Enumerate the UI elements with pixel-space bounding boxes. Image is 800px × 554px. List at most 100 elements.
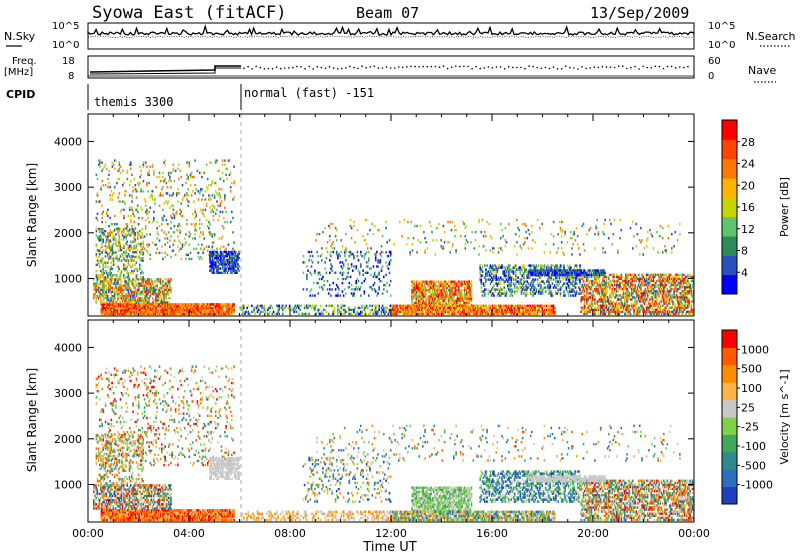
data-cell: [104, 310, 106, 314]
data-cell: [273, 312, 276, 316]
data-cell: [119, 278, 122, 281]
data-cell: [428, 301, 430, 304]
data-cell: [285, 304, 287, 307]
data-cell: [198, 235, 201, 238]
data-cell: [585, 275, 587, 279]
data-cell: [466, 282, 468, 285]
data-cell: [426, 280, 428, 283]
data-cell: [497, 276, 500, 279]
data-cell: [473, 310, 476, 314]
data-cell: [141, 290, 143, 294]
data-cell: [158, 239, 161, 242]
nave-point: [491, 67, 494, 69]
data-cell: [162, 171, 164, 175]
data-cell: [422, 310, 424, 314]
data-cell: [526, 286, 528, 289]
data-cell: [474, 304, 477, 307]
data-cell: [486, 264, 488, 267]
data-cell: [350, 308, 353, 312]
data-cell: [540, 292, 542, 295]
data-cell: [432, 301, 435, 304]
data-cell: [480, 286, 483, 289]
data-cell: [420, 282, 422, 285]
data-cell: [426, 308, 429, 312]
data-cell: [149, 305, 152, 308]
data-cell: [466, 299, 468, 302]
data-cell: [400, 306, 402, 310]
data-cell: [100, 261, 102, 264]
data-cell: [143, 301, 146, 304]
data-cell: [571, 290, 573, 293]
data-cell: [535, 312, 538, 316]
data-cell: [205, 202, 208, 205]
data-cell: [202, 303, 204, 306]
data-cell: [570, 294, 572, 297]
data-cell: [220, 263, 223, 266]
data-cell: [145, 305, 147, 308]
data-cell: [138, 308, 140, 312]
data-cell: [163, 297, 165, 300]
data-cell: [521, 312, 524, 316]
data-cell: [135, 208, 138, 211]
data-cell: [170, 214, 172, 218]
data-cell: [143, 284, 146, 287]
data-cell: [555, 276, 557, 279]
data-cell: [127, 288, 130, 292]
data-cell: [431, 295, 434, 298]
data-cell: [97, 261, 100, 264]
data-cell: [446, 293, 449, 296]
data-cell: [287, 306, 290, 310]
data-cell: [277, 306, 279, 310]
data-cell: [130, 305, 132, 308]
data-cell: [267, 312, 269, 316]
data-cell: [388, 284, 391, 287]
data-cell: [197, 312, 200, 316]
data-cell: [96, 218, 99, 222]
data-cell: [120, 307, 122, 310]
data-cell: [412, 306, 415, 310]
data-cell: [109, 233, 111, 236]
data-cell: [471, 308, 473, 312]
data-cell: [105, 240, 108, 243]
data-cell: [164, 163, 166, 166]
data-cell: [213, 263, 216, 266]
data-cell: [190, 194, 193, 197]
data-cell: [129, 307, 131, 310]
data-cell: [175, 307, 177, 310]
data-cell: [196, 312, 199, 316]
data-cell: [310, 259, 313, 262]
data-cell: [321, 277, 323, 281]
data-cell: [464, 289, 467, 292]
data-cell: [313, 306, 315, 310]
data-cell: [108, 286, 110, 289]
data-cell: [93, 292, 95, 296]
data-cell: [153, 312, 155, 316]
data-cell: [219, 263, 222, 266]
data-cell: [140, 297, 142, 300]
data-cell: [96, 248, 99, 252]
data-cell: [174, 253, 177, 257]
data-cell: [438, 308, 440, 312]
data-cell: [229, 305, 232, 308]
data-cell: [415, 280, 418, 283]
data-cell: [154, 308, 156, 312]
data-cell: [211, 271, 214, 274]
data-cell: [108, 233, 110, 236]
data-cell: [131, 255, 133, 258]
data-cell: [118, 292, 120, 296]
data-cell: [215, 307, 217, 310]
data-cell: [93, 297, 95, 300]
data-cell: [123, 208, 125, 211]
data-cell: [213, 194, 216, 197]
data-cell: [416, 289, 419, 292]
data-cell: [378, 308, 380, 312]
data-cell: [186, 161, 188, 164]
data-cell: [464, 284, 467, 288]
data-cell: [542, 266, 545, 269]
data-cell: [105, 210, 108, 214]
data-cell: [100, 299, 102, 302]
data-cell: [348, 281, 351, 285]
data-cell: [234, 259, 237, 262]
data-cell: [589, 310, 592, 313]
data-cell: [189, 251, 192, 255]
